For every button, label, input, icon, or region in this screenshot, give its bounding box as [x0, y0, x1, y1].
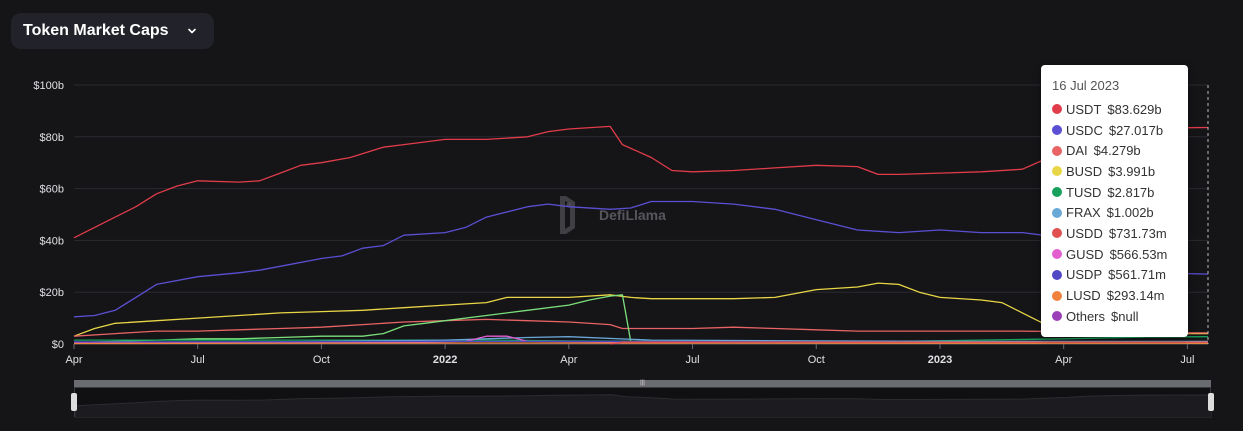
y-tick-label: $0 [52, 339, 64, 351]
x-tick-label: Jul [1180, 354, 1194, 366]
x-tick-label: Jul [686, 354, 700, 366]
x-tick-label: Apr [65, 354, 82, 366]
chevron-down-icon [188, 28, 196, 34]
tooltip-series-name: USDC [1066, 122, 1103, 138]
brush-left-handle[interactable] [71, 393, 77, 411]
x-tick-label: 2022 [433, 354, 457, 366]
selector-label: Token Market Caps [23, 22, 169, 39]
series-line-dai [73, 318, 1208, 337]
tooltip-row: Others $null [1052, 306, 1188, 327]
tooltip-series-name: TUSD [1066, 184, 1102, 200]
series-line-usdt [73, 125, 1209, 239]
tooltip-series-name: USDT [1066, 101, 1102, 117]
chart-selector-dropdown[interactable]: Token Market Caps [11, 13, 214, 49]
tooltip-row: USDC $27.017b [1052, 120, 1188, 141]
legend-dot-icon [1052, 249, 1062, 260]
grip-icon: ||| [640, 380, 645, 386]
tooltip-series-value: $1.002b [1106, 205, 1154, 221]
legend-dot-icon [1052, 269, 1062, 280]
tooltip-row: DAI $4.279b [1052, 140, 1188, 161]
brush-right-handle[interactable] [1208, 393, 1214, 411]
watermark-text: DefiLlama [599, 207, 666, 223]
x-tick-label: Oct [313, 354, 330, 366]
tooltip-series-name: BUSD [1066, 163, 1103, 179]
date-range-brush[interactable]: ||| [71, 380, 1214, 419]
tooltip-series-value: $27.017b [1108, 122, 1164, 138]
tooltip-series-name: USDD [1066, 225, 1103, 241]
tooltip-series-name: FRAX [1066, 205, 1101, 221]
tooltip-date: 16 Jul 2023 [1052, 78, 1120, 93]
y-tick-label: $20b [40, 287, 64, 299]
x-tick-label: 2023 [928, 354, 952, 366]
tooltip-row: FRAX $1.002b [1052, 202, 1188, 223]
tooltip-series-name: GUSD [1066, 246, 1104, 262]
tooltip-series-name: LUSD [1066, 288, 1101, 304]
tooltip-row: USDT $83.629b [1052, 99, 1188, 120]
tooltip-row: BUSD $3.991b [1052, 161, 1188, 182]
x-tick-label: Apr [1055, 354, 1072, 366]
tooltip-row: LUSD $293.14m [1052, 285, 1188, 306]
tooltip-row: TUSD $2.817b [1052, 182, 1188, 203]
tooltip-series-value: $null [1111, 308, 1139, 324]
tooltip-series-value: $3.991b [1108, 163, 1156, 179]
tooltip-series-value: $83.629b [1107, 101, 1162, 117]
series-line-lusd [73, 342, 1208, 345]
series-line-usdc [73, 200, 1209, 318]
tooltip-series-name: Others [1066, 308, 1106, 324]
tooltip-series-value: $4.279b [1093, 143, 1141, 159]
series-line-busd [73, 282, 1208, 337]
y-tick-label: $40b [40, 235, 64, 247]
y-tick-label: $60b [40, 184, 64, 196]
legend-dot-icon [1052, 207, 1062, 218]
overview-area [74, 394, 1213, 419]
series-line-ust [73, 294, 1209, 344]
legend-dot-icon [1052, 290, 1062, 301]
legend-dot-icon [1052, 187, 1062, 198]
tooltip-series-value: $566.53m [1109, 246, 1168, 262]
series-line-usdd [610, 341, 1208, 345]
brush-overview[interactable] [74, 387, 1213, 419]
tooltip-series-value: $561.71m [1108, 267, 1166, 283]
tooltip-series-value: $293.14m [1106, 288, 1165, 304]
tooltip-series-name: DAI [1066, 143, 1088, 159]
tooltip-row: GUSD $566.53m [1052, 244, 1188, 265]
legend-dot-icon [1052, 145, 1062, 156]
brush-drag-bar[interactable]: ||| [74, 380, 1211, 387]
x-tick-label: Jul [191, 354, 205, 366]
legend-dot-icon [1052, 166, 1062, 177]
legend-dot-icon [1052, 311, 1062, 322]
legend-dot-icon [1052, 125, 1062, 136]
y-tick-label: $100b [33, 80, 64, 92]
tooltip-series-value: $2.817b [1107, 184, 1155, 200]
y-tick-label: $80b [40, 132, 64, 144]
legend-dot-icon [1052, 228, 1062, 239]
tooltip-series-value: $731.73m [1108, 225, 1167, 241]
x-tick-label: Apr [560, 354, 577, 366]
tooltip-row: USDD $731.73m [1052, 223, 1188, 244]
legend-dot-icon [1052, 104, 1062, 115]
tooltip-row: USDP $561.71m [1052, 265, 1188, 286]
x-tick-label: Oct [808, 354, 825, 366]
tooltip: 16 Jul 2023 USDT $83.629b USDC $27.017b DAI $… [1041, 65, 1188, 337]
tooltip-series-name: USDP [1066, 267, 1103, 283]
